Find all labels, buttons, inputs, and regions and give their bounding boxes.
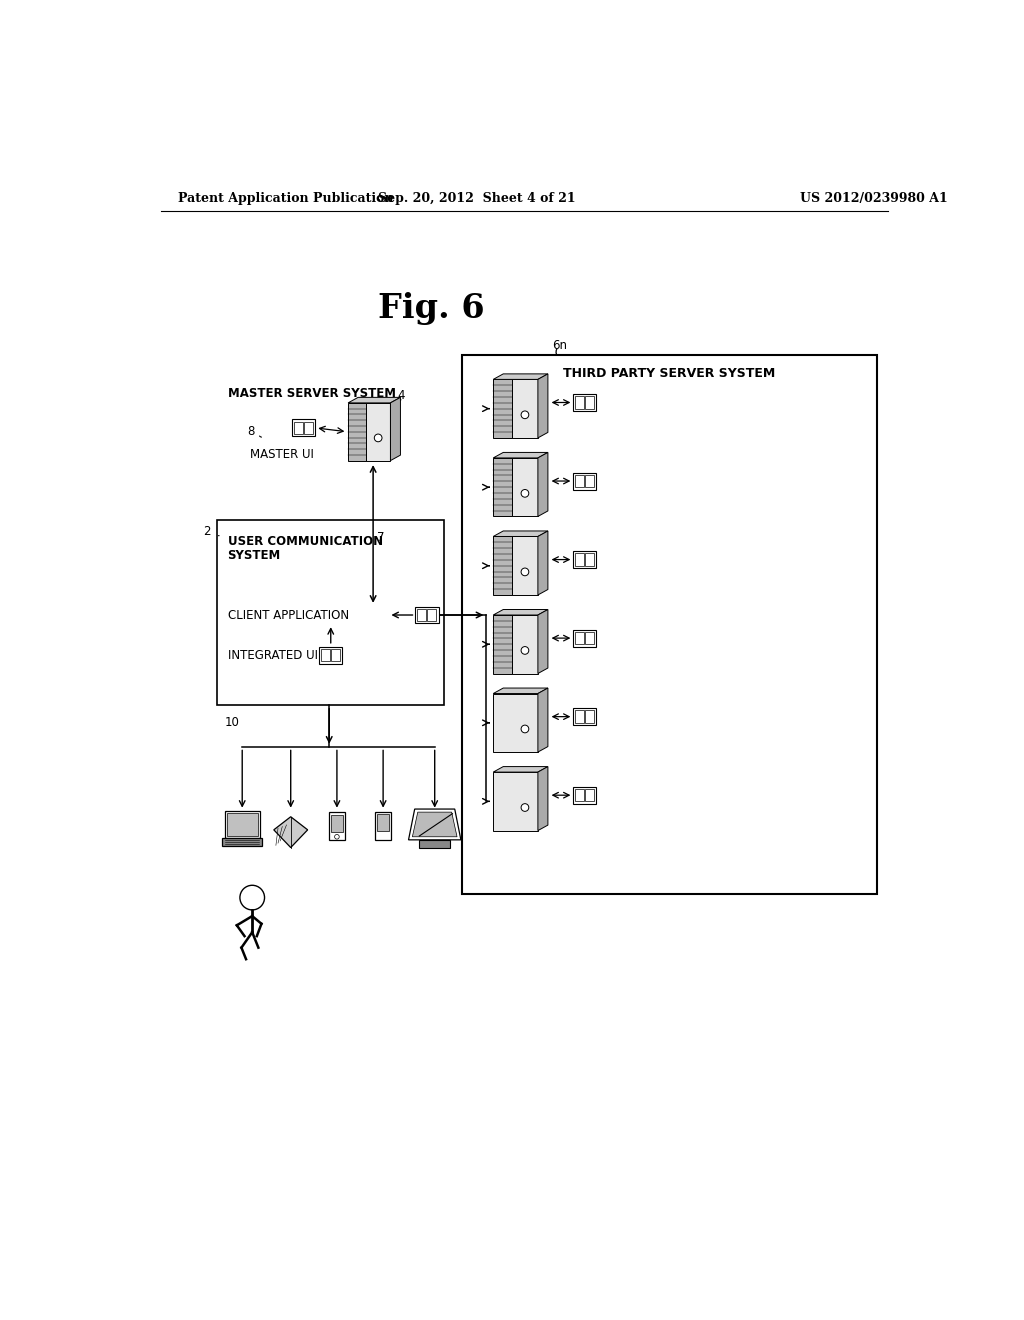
Polygon shape — [585, 396, 594, 409]
Polygon shape — [348, 403, 366, 461]
Polygon shape — [494, 374, 548, 379]
Polygon shape — [330, 812, 345, 840]
Text: MASTER UI: MASTER UI — [250, 449, 313, 462]
Polygon shape — [409, 809, 461, 840]
Polygon shape — [427, 609, 436, 622]
Polygon shape — [585, 475, 594, 487]
Polygon shape — [417, 609, 426, 622]
Text: 2: 2 — [203, 525, 211, 539]
Polygon shape — [573, 708, 596, 725]
Polygon shape — [512, 379, 538, 438]
Polygon shape — [574, 789, 584, 801]
Text: SYSTEM: SYSTEM — [227, 549, 281, 562]
Circle shape — [240, 886, 264, 909]
Polygon shape — [366, 403, 390, 461]
Polygon shape — [573, 552, 596, 568]
Text: 8: 8 — [248, 425, 255, 438]
Circle shape — [521, 568, 528, 576]
Polygon shape — [390, 397, 400, 461]
Polygon shape — [494, 767, 548, 772]
Polygon shape — [538, 374, 548, 438]
Polygon shape — [494, 615, 512, 673]
Polygon shape — [377, 814, 389, 832]
Polygon shape — [573, 630, 596, 647]
Polygon shape — [585, 632, 594, 644]
Polygon shape — [573, 787, 596, 804]
Polygon shape — [416, 607, 438, 623]
Polygon shape — [573, 395, 596, 411]
Polygon shape — [512, 615, 538, 673]
Circle shape — [521, 647, 528, 655]
Polygon shape — [494, 458, 512, 516]
Polygon shape — [494, 379, 512, 438]
Polygon shape — [574, 710, 584, 723]
Text: 7: 7 — [377, 532, 384, 544]
Polygon shape — [494, 693, 538, 752]
Polygon shape — [321, 649, 330, 661]
Polygon shape — [538, 610, 548, 673]
Polygon shape — [512, 458, 538, 516]
Text: THIRD PARTY SERVER SYSTEM: THIRD PARTY SERVER SYSTEM — [563, 367, 776, 380]
Polygon shape — [217, 520, 444, 705]
Text: CLIENT APPLICATION: CLIENT APPLICATION — [227, 609, 349, 622]
Polygon shape — [538, 688, 548, 752]
Polygon shape — [585, 789, 594, 801]
Polygon shape — [292, 420, 315, 437]
Polygon shape — [585, 553, 594, 566]
Text: 6n: 6n — [553, 339, 567, 352]
Circle shape — [335, 834, 339, 840]
Polygon shape — [494, 772, 538, 830]
Circle shape — [375, 434, 382, 442]
Polygon shape — [494, 531, 548, 536]
Text: Fig. 6: Fig. 6 — [378, 292, 484, 325]
Circle shape — [521, 490, 528, 498]
Text: USER COMMUNICATION: USER COMMUNICATION — [227, 536, 383, 548]
Polygon shape — [494, 453, 548, 458]
Polygon shape — [494, 536, 512, 595]
Polygon shape — [304, 422, 313, 434]
Text: 4: 4 — [397, 389, 406, 403]
Polygon shape — [494, 688, 548, 693]
Polygon shape — [413, 812, 457, 837]
Polygon shape — [574, 396, 584, 409]
Polygon shape — [512, 536, 538, 595]
Polygon shape — [538, 767, 548, 830]
Polygon shape — [348, 397, 400, 403]
Polygon shape — [574, 553, 584, 566]
Text: US 2012/0239980 A1: US 2012/0239980 A1 — [801, 191, 948, 205]
Polygon shape — [419, 840, 451, 847]
Polygon shape — [331, 816, 343, 832]
Polygon shape — [224, 810, 260, 838]
Text: Patent Application Publication: Patent Application Publication — [178, 191, 394, 205]
Polygon shape — [585, 710, 594, 723]
Polygon shape — [538, 531, 548, 595]
Text: Sep. 20, 2012  Sheet 4 of 21: Sep. 20, 2012 Sheet 4 of 21 — [378, 191, 575, 205]
Polygon shape — [294, 422, 303, 434]
Polygon shape — [273, 817, 307, 847]
Polygon shape — [574, 475, 584, 487]
Polygon shape — [331, 649, 340, 661]
Text: MASTER SERVER SYSTEM: MASTER SERVER SYSTEM — [227, 387, 395, 400]
Polygon shape — [494, 610, 548, 615]
Polygon shape — [376, 812, 391, 840]
Polygon shape — [222, 838, 262, 846]
Circle shape — [521, 411, 528, 418]
Polygon shape — [574, 632, 584, 644]
Polygon shape — [573, 473, 596, 490]
Polygon shape — [538, 453, 548, 516]
Circle shape — [521, 725, 528, 733]
Polygon shape — [319, 647, 342, 664]
Text: INTEGRATED UI: INTEGRATED UI — [227, 648, 317, 661]
Text: 10: 10 — [224, 715, 240, 729]
Polygon shape — [462, 355, 878, 894]
Circle shape — [521, 804, 528, 812]
Polygon shape — [226, 813, 258, 836]
